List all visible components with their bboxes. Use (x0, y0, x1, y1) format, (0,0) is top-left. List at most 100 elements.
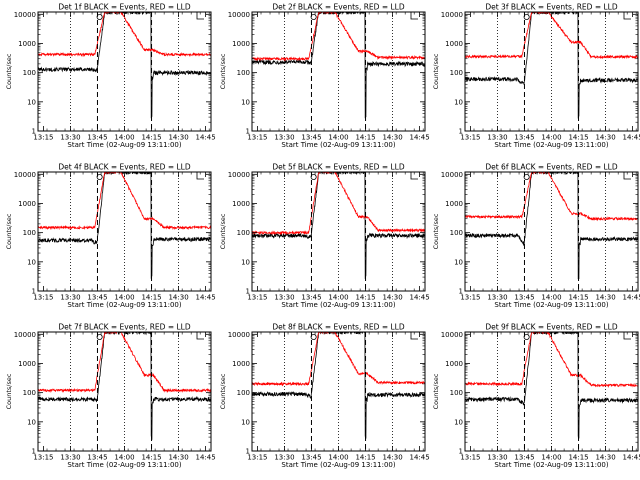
x-axis-label: Start Time (02-Aug-09 13:11:00) (281, 461, 395, 469)
panel-title: Det 7f BLACK = Events, RED = LLD (58, 323, 191, 332)
panel-3: Det 3f BLACK = Events, RED = LLD 1 10 100 10… (432, 3, 640, 150)
x-tick-label: 14:45 (196, 294, 216, 302)
x-axis-label: Start Time (02-Aug-09 13:11:00) (67, 141, 181, 149)
x-tick-label: 13:30 (487, 294, 507, 302)
x-tick-label: 14:30 (595, 454, 615, 462)
x-tick-label: 14:45 (623, 294, 640, 302)
panel-title: Det 5f BLACK = Events, RED = LLD (272, 163, 405, 172)
y-tick-label: 1000 (18, 360, 36, 368)
y-tick-label: 1 (32, 448, 36, 456)
x-axis-label: Start Time (02-Aug-09 13:11:00) (494, 301, 608, 309)
peak-marker (310, 173, 317, 180)
y-tick-label: 10 (241, 418, 250, 426)
x-tick-label: 14:00 (541, 294, 561, 302)
x-tick-label: 14:45 (196, 134, 216, 142)
x-tick-label: 13:30 (487, 134, 507, 142)
x-tick-label: 14:30 (595, 294, 615, 302)
x-axis-label: Start Time (02-Aug-09 13:11:00) (67, 461, 181, 469)
x-tick-label: 13:15 (460, 454, 480, 462)
y-tick-label: 100 (23, 389, 36, 397)
y-axis-label: Counts/sec (5, 213, 13, 249)
x-tick-label: 14:30 (382, 454, 402, 462)
lld-series-line (252, 172, 425, 236)
y-tick-label: 10000 (441, 171, 463, 179)
y-tick-label: 1000 (445, 200, 463, 208)
y-tick-label: 10000 (14, 11, 36, 19)
panel-5: Det 5f BLACK = Events, RED = LLD 1 10 100 10… (219, 163, 430, 310)
x-tick-label: 14:45 (410, 134, 430, 142)
x-tick-label: 14:30 (168, 454, 188, 462)
x-tick-label: 13:15 (460, 134, 480, 142)
x-tick-label: 14:15 (568, 134, 588, 142)
events-series-line (252, 12, 425, 119)
x-axis-label: Start Time (02-Aug-09 13:11:00) (281, 141, 395, 149)
corner-marker (623, 12, 631, 20)
y-tick-label: 100 (237, 69, 250, 77)
panel-4: Det 4f BLACK = Events, RED = LLD 1 10 100 10… (5, 163, 216, 310)
y-tick-label: 1000 (18, 200, 36, 208)
y-tick-label: 100 (237, 229, 250, 237)
peak-marker (310, 333, 317, 340)
y-axis-label: Counts/sec (432, 373, 440, 409)
x-tick-label: 14:00 (114, 134, 134, 142)
x-tick-label: 14:30 (168, 134, 188, 142)
x-axis-label: Start Time (02-Aug-09 13:11:00) (494, 461, 608, 469)
x-tick-label: 13:45 (301, 454, 321, 462)
y-tick-label: 1000 (232, 40, 250, 48)
y-tick-label: 10 (27, 418, 36, 426)
lld-series-line (38, 332, 211, 393)
y-tick-label: 1 (459, 448, 463, 456)
y-tick-label: 10000 (228, 171, 250, 179)
peak-marker (523, 333, 530, 340)
x-tick-label: 14:15 (141, 294, 161, 302)
peak-marker (523, 13, 530, 20)
y-tick-label: 10000 (441, 331, 463, 339)
y-tick-label: 10000 (14, 171, 36, 179)
y-axis-label: Counts/sec (219, 53, 227, 89)
y-axis-label: Counts/sec (219, 213, 227, 249)
curves (465, 172, 638, 280)
x-tick-label: 14:15 (355, 454, 375, 462)
corner-marker (410, 332, 418, 340)
y-tick-label: 1 (459, 128, 463, 136)
y-tick-label: 1 (459, 288, 463, 296)
panel-title: Det 4f BLACK = Events, RED = LLD (58, 163, 191, 172)
x-tick-label: 14:00 (328, 454, 348, 462)
x-tick-label: 13:15 (460, 294, 480, 302)
plot-frame (464, 11, 639, 132)
lld-series-line (465, 332, 638, 388)
y-tick-label: 100 (23, 229, 36, 237)
x-tick-label: 14:30 (382, 134, 402, 142)
peak-marker (96, 173, 103, 180)
x-tick-label: 14:15 (355, 134, 375, 142)
panel-title: Det 8f BLACK = Events, RED = LLD (272, 323, 405, 332)
lld-series-line (465, 172, 638, 222)
x-tick-label: 14:30 (595, 134, 615, 142)
events-series-line (465, 172, 638, 280)
corner-marker (410, 12, 418, 20)
x-axis-label: Start Time (02-Aug-09 13:11:00) (494, 141, 608, 149)
x-tick-label: 13:45 (514, 134, 534, 142)
x-tick-label: 13:30 (487, 454, 507, 462)
y-tick-label: 1 (246, 128, 250, 136)
x-tick-label: 14:45 (410, 454, 430, 462)
x-tick-label: 14:00 (114, 294, 134, 302)
corner-marker (196, 172, 204, 180)
y-tick-label: 100 (23, 69, 36, 77)
peak-marker (523, 173, 530, 180)
x-tick-label: 13:15 (247, 134, 267, 142)
lld-series-line (38, 172, 211, 231)
y-tick-label: 100 (450, 69, 463, 77)
x-tick-label: 13:30 (60, 454, 80, 462)
x-tick-label: 14:30 (168, 294, 188, 302)
y-tick-label: 10 (454, 258, 463, 266)
panel-1: Det 1f BLACK = Events, RED = LLD 1 10 100 10… (5, 3, 216, 150)
x-axis-label: Start Time (02-Aug-09 13:11:00) (67, 301, 181, 309)
y-tick-label: 10000 (228, 11, 250, 19)
x-tick-label: 14:45 (623, 454, 640, 462)
x-tick-label: 14:00 (328, 294, 348, 302)
corner-marker (623, 172, 631, 180)
x-tick-label: 14:15 (141, 454, 161, 462)
x-tick-label: 14:15 (568, 454, 588, 462)
plot-frame (464, 331, 639, 452)
